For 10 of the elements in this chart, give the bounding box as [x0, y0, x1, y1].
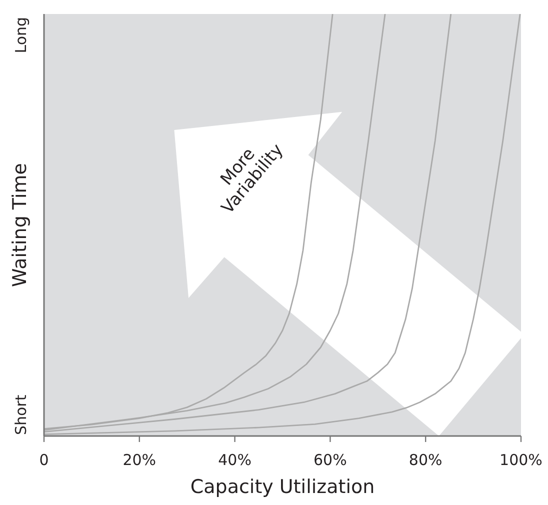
x-tick-label: 20%	[122, 451, 156, 469]
x-tick-label: 40%	[218, 451, 252, 469]
text: Short	[12, 394, 30, 436]
x-tick-label: 100%	[500, 451, 542, 469]
x-axis-title: Capacity Utilization	[190, 476, 375, 498]
y-axis-title: Waiting Time	[9, 163, 31, 287]
x-tick-label: 60%	[314, 451, 347, 469]
x-tick-label: 0	[39, 451, 49, 469]
text: Long	[12, 16, 30, 54]
x-tick-label: 80%	[408, 451, 442, 469]
